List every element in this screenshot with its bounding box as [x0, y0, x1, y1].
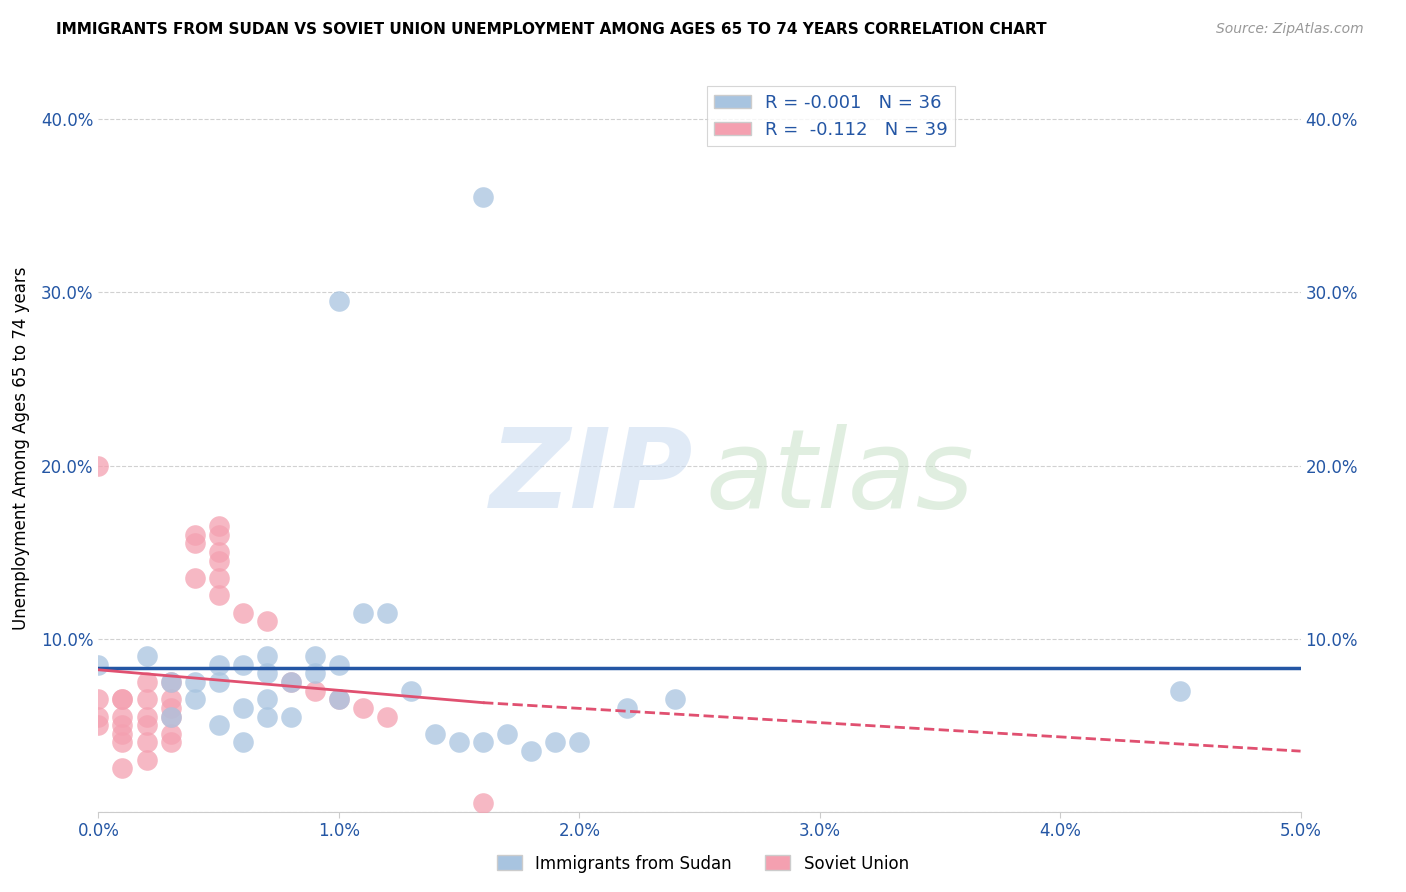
Point [135, 718, 157, 732]
Point [87, 458, 110, 473]
Point [304, 666, 326, 681]
Point [183, 571, 205, 585]
Point [208, 545, 231, 559]
Point [111, 761, 134, 775]
Point [111, 727, 134, 741]
Text: ZIP: ZIP [489, 424, 693, 531]
Point [472, 735, 495, 749]
Legend: R = -0.001   N = 36, R =  -0.112   N = 39: R = -0.001 N = 36, R = -0.112 N = 39 [707, 87, 955, 146]
Point [472, 190, 495, 204]
Point [135, 709, 157, 723]
Point [135, 674, 157, 689]
Point [159, 709, 181, 723]
Point [159, 735, 181, 749]
Point [159, 692, 181, 706]
Point [232, 701, 254, 715]
Point [1170, 683, 1192, 698]
Point [568, 735, 591, 749]
Point [304, 683, 326, 698]
Point [472, 796, 495, 810]
Point [135, 753, 157, 767]
Y-axis label: Unemployment Among Ages 65 to 74 years: Unemployment Among Ages 65 to 74 years [11, 267, 30, 630]
Point [232, 606, 254, 620]
Point [135, 735, 157, 749]
Point [544, 735, 567, 749]
Point [183, 528, 205, 542]
Point [328, 657, 350, 672]
Point [183, 674, 205, 689]
Point [183, 536, 205, 550]
Point [447, 735, 470, 749]
Point [232, 735, 254, 749]
Point [352, 701, 374, 715]
Point [328, 692, 350, 706]
Point [328, 692, 350, 706]
Point [135, 692, 157, 706]
Point [87, 692, 110, 706]
Point [111, 735, 134, 749]
Point [375, 709, 398, 723]
Point [256, 615, 278, 629]
Point [352, 606, 374, 620]
Point [280, 674, 302, 689]
Point [159, 709, 181, 723]
Point [208, 674, 231, 689]
Point [208, 554, 231, 568]
Text: Source: ZipAtlas.com: Source: ZipAtlas.com [1216, 22, 1364, 37]
Point [616, 701, 638, 715]
Point [280, 674, 302, 689]
Point [87, 718, 110, 732]
Point [111, 692, 134, 706]
Point [256, 648, 278, 663]
Point [375, 606, 398, 620]
Point [304, 648, 326, 663]
Point [256, 709, 278, 723]
Point [159, 674, 181, 689]
Legend: Immigrants from Sudan, Soviet Union: Immigrants from Sudan, Soviet Union [491, 848, 915, 880]
Point [87, 709, 110, 723]
Point [328, 294, 350, 309]
Point [496, 727, 519, 741]
Point [183, 692, 205, 706]
Point [664, 692, 686, 706]
Text: IMMIGRANTS FROM SUDAN VS SOVIET UNION UNEMPLOYMENT AMONG AGES 65 TO 74 YEARS COR: IMMIGRANTS FROM SUDAN VS SOVIET UNION UN… [56, 22, 1047, 37]
Point [520, 744, 543, 758]
Point [87, 657, 110, 672]
Point [280, 709, 302, 723]
Point [399, 683, 422, 698]
Point [111, 709, 134, 723]
Point [208, 571, 231, 585]
Point [208, 588, 231, 602]
Point [135, 648, 157, 663]
Point [208, 519, 231, 533]
Point [232, 657, 254, 672]
Point [208, 718, 231, 732]
Text: atlas: atlas [706, 424, 974, 531]
Point [159, 674, 181, 689]
Point [256, 666, 278, 681]
Point [111, 718, 134, 732]
Point [423, 727, 446, 741]
Point [159, 701, 181, 715]
Point [159, 727, 181, 741]
Point [111, 692, 134, 706]
Point [208, 657, 231, 672]
Point [208, 528, 231, 542]
Point [256, 692, 278, 706]
